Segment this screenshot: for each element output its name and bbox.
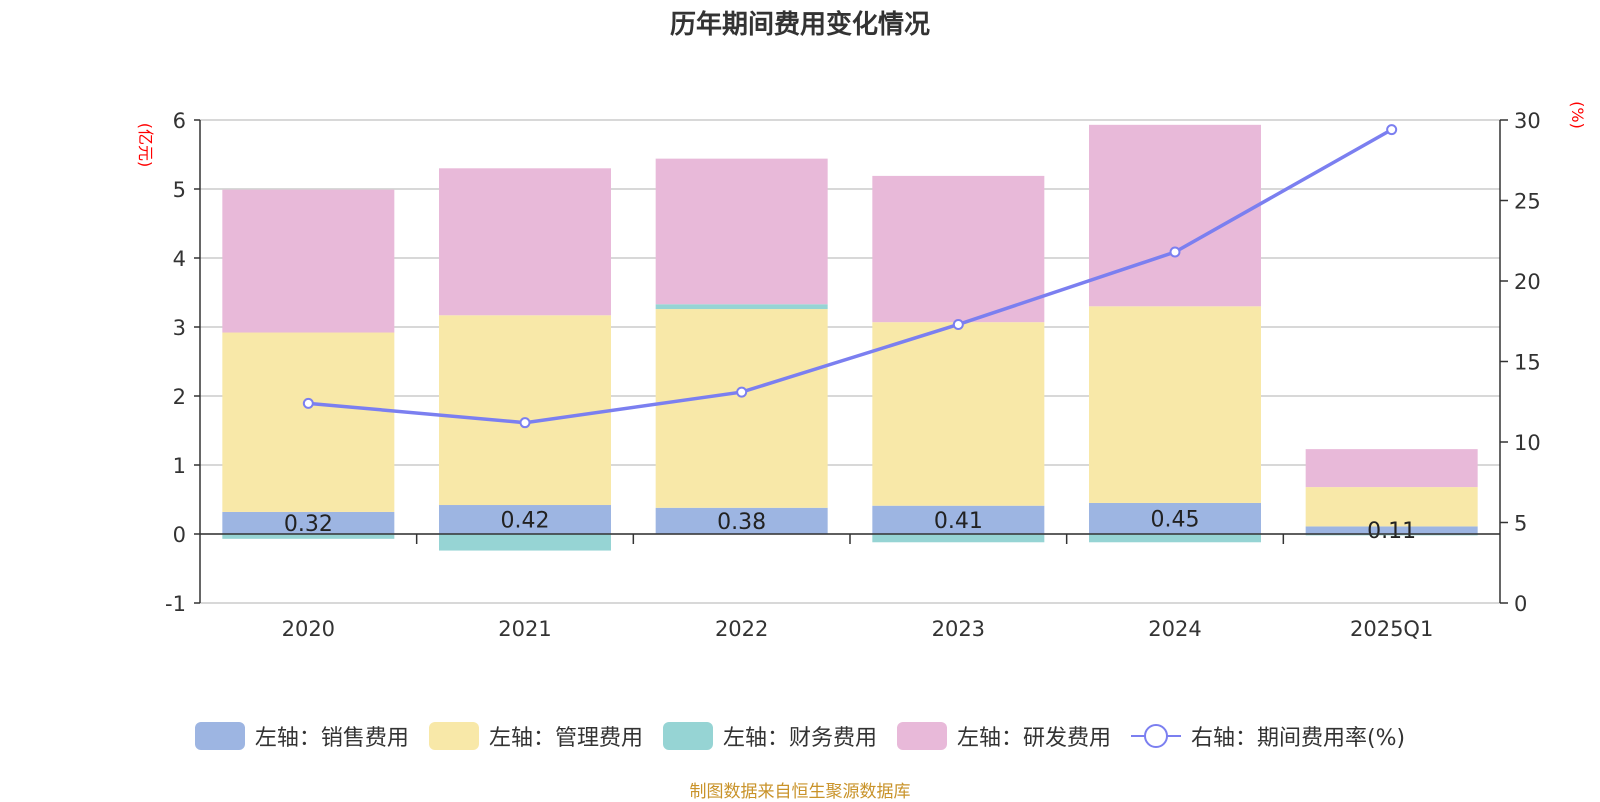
x-tick-label-2021: 2021: [498, 617, 551, 641]
left-tick-label-0: -1: [165, 592, 186, 616]
right-tick-label-3: 15: [1514, 351, 1541, 375]
data-label-sales-2024: 0.45: [1151, 507, 1200, 532]
left-tick-label-7: 6: [173, 109, 186, 133]
legend-swatch-finance: [662, 722, 713, 750]
bar-finance-2021: [439, 534, 611, 551]
left-tick-label-5: 4: [173, 247, 186, 271]
bar-admin-2022: [655, 309, 828, 508]
legend-swatch-rd: [896, 722, 947, 750]
legend-label-rate: 右轴：期间费用率(%): [1190, 726, 1406, 751]
bar-finance-2020: [222, 534, 395, 539]
bar-sales-2023: [872, 505, 1045, 534]
legend-label-admin: 左轴：管理费用: [488, 726, 643, 751]
bar-sales-2022: [655, 507, 828, 534]
x-tick-label-2024: 2024: [1148, 617, 1201, 641]
right-tick-label-4: 20: [1514, 270, 1541, 294]
rate-point-2022: [736, 386, 748, 398]
left-tick-label-1: 0: [173, 523, 186, 547]
right-tick-label-1: 5: [1514, 512, 1527, 536]
left-axis-unit: (亿元): [136, 123, 155, 168]
bar-sales-2024: [1089, 502, 1261, 534]
bar-sales-2020: [222, 511, 395, 534]
legend-item-rate[interactable]: 右轴：期间费用率(%): [1130, 720, 1406, 752]
bar-finance-2022: [655, 304, 828, 310]
legend-item-finance[interactable]: 左轴：财务费用: [662, 720, 877, 752]
legend-swatch-admin: [428, 722, 479, 750]
x-tick-label-2020: 2020: [282, 617, 335, 641]
rate-point-2021: [519, 417, 531, 429]
bar-admin-2020: [222, 332, 395, 512]
data-source-note: 制图数据来自恒生聚源数据库: [689, 782, 911, 802]
rate-point-2023: [952, 318, 964, 330]
right-tick-label-2: 10: [1514, 431, 1541, 455]
x-tick-label-2022: 2022: [715, 617, 768, 641]
data-label-sales-2023: 0.41: [934, 509, 983, 534]
bar-sales-2021: [439, 505, 611, 534]
rate-point-2024: [1169, 246, 1181, 258]
data-label-sales-2020: 0.32: [284, 512, 333, 537]
right-tick-label-5: 25: [1514, 190, 1541, 214]
left-tick-label-3: 2: [173, 385, 186, 409]
legend-item-admin[interactable]: 左轴：管理费用: [428, 720, 643, 752]
right-axis-unit: (%): [1568, 101, 1587, 129]
legend-item-rd[interactable]: 左轴：研发费用: [896, 720, 1111, 752]
bar-admin-2023: [872, 322, 1045, 506]
legend-line-circle-icon: [1130, 722, 1181, 750]
rate-point-2025Q1: [1386, 124, 1398, 136]
right-tick-label-6: 30: [1514, 109, 1541, 133]
legend-label-rd: 左轴：研发费用: [956, 726, 1111, 751]
x-tick-label-2025Q1: 2025Q1: [1350, 617, 1433, 641]
data-label-sales-2022: 0.38: [717, 510, 766, 535]
legend-label-sales: 左轴：销售费用: [254, 726, 409, 751]
bar-rd-2025Q1: [1305, 449, 1478, 488]
data-label-sales-2021: 0.42: [501, 509, 550, 534]
bar-admin-2021: [439, 315, 611, 506]
rate-point-2020: [302, 397, 314, 409]
left-tick-label-6: 5: [173, 178, 186, 202]
legend-item-sales[interactable]: 左轴：销售费用: [194, 720, 409, 752]
legend: 左轴：销售费用 左轴：管理费用 左轴：财务费用 左轴：研发费用 右轴：期间费用率…: [0, 718, 1600, 754]
right-tick-label-0: 0: [1514, 592, 1527, 616]
x-tick-label-2023: 2023: [932, 617, 985, 641]
bar-rd-2020: [222, 189, 395, 333]
data-label-sales-2025Q1: 0.11: [1367, 519, 1416, 544]
bar-finance-2024: [1089, 534, 1261, 543]
bar-rd-2023: [872, 175, 1045, 323]
bar-finance-2023: [872, 534, 1045, 543]
bar-sales-2025Q1: [1305, 526, 1478, 534]
bar-admin-2024: [1089, 306, 1261, 503]
left-tick-label-4: 3: [173, 316, 186, 340]
bar-rd-2021: [439, 168, 611, 316]
legend-label-finance: 左轴：财务费用: [722, 726, 877, 751]
bar-rd-2022: [655, 158, 828, 305]
bar-admin-2025Q1: [1305, 487, 1478, 527]
rate-line: [308, 128, 1393, 425]
bar-rd-2024: [1089, 124, 1261, 307]
chart-title: 历年期间费用变化情况: [669, 10, 930, 40]
legend-swatch-sales: [194, 722, 245, 750]
left-tick-label-2: 1: [173, 454, 186, 478]
